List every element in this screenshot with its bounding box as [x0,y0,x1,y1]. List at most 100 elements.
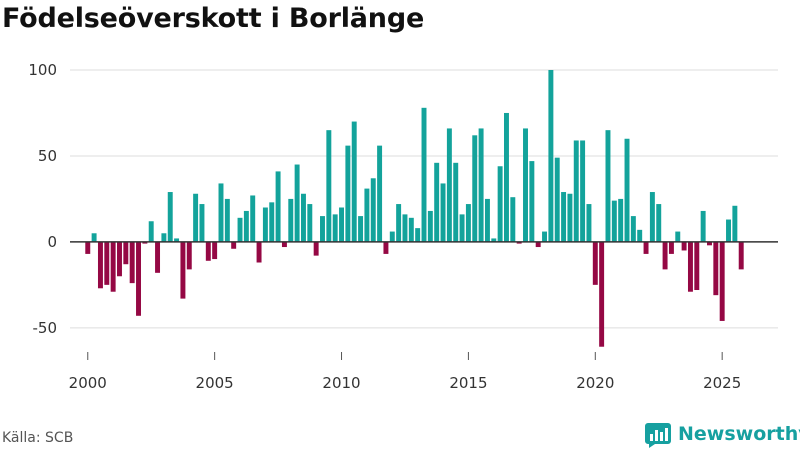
bar [129,241,135,284]
bar [275,171,281,242]
bar [599,241,605,347]
bar [243,210,249,242]
x-tick-label: 2015 [449,374,487,392]
bar [123,241,129,265]
bar [142,241,148,244]
bar [256,241,262,263]
bar [662,241,668,270]
bar [193,193,199,242]
bar [472,135,478,242]
bar [516,241,522,244]
bars [85,70,744,347]
bar [212,241,218,260]
bar [681,241,687,251]
bar [649,192,655,242]
source-note: Källa: SCB [2,430,74,446]
bar [396,204,402,242]
x-tick-label: 2010 [322,374,360,392]
bar [262,207,268,242]
bar [288,198,294,242]
bar [281,241,287,248]
bar [726,219,731,242]
bar [167,192,173,242]
bar [542,231,548,242]
bar [656,204,662,242]
bar [320,216,325,242]
bar [313,241,319,256]
bar [345,145,351,242]
bar [339,207,344,242]
bar [668,241,674,254]
bar [592,241,598,285]
y-tick-label: 100 [28,61,57,79]
bar [478,128,484,242]
bar [637,229,643,242]
x-tick-label: 2005 [196,374,234,392]
bar [561,192,567,242]
bar [148,221,154,242]
brand-logo: Newsworthy [644,420,800,448]
bar [700,210,706,242]
bar [161,233,167,242]
bar [529,161,535,242]
y-tick-label: -50 [33,319,58,337]
bar [738,241,744,270]
bar [294,164,300,242]
x-tick-label: 2020 [576,374,614,392]
chart-title: Födelseöverskott i Borlänge [2,3,425,34]
bar [453,162,459,242]
bar [97,241,103,289]
bar [694,241,700,291]
bar [554,157,560,242]
bar [465,204,471,242]
bar [605,130,611,242]
bar [364,188,370,242]
bar [586,204,592,242]
bar [307,204,313,242]
x-tick-label: 2025 [703,374,741,392]
bar [155,241,161,273]
bar [332,214,338,242]
bar [504,112,509,242]
bar [408,217,414,242]
bar [440,183,446,242]
bar [630,216,636,242]
bar [389,231,395,242]
bar [491,238,497,242]
bar [573,140,579,242]
bar [510,197,516,242]
bar [269,202,275,242]
bar [250,195,256,242]
bar [497,166,503,242]
bar [174,238,180,242]
bar [104,241,110,285]
bar [358,216,364,242]
bar [446,128,452,242]
bar [434,162,440,242]
bar [567,193,573,242]
bar [370,178,376,242]
bar [224,198,230,242]
bar [713,241,719,296]
bar [611,200,617,242]
bar [377,145,383,242]
bar [643,241,649,254]
bar [300,193,306,242]
bar [459,214,465,242]
bar [199,204,205,242]
bar [732,205,738,242]
bar [675,231,681,242]
bar [326,130,332,242]
y-axis-ticks: 100 50 0 -50 [28,61,57,337]
bar [484,198,490,242]
bar [180,241,186,299]
bar [523,128,528,242]
bar [580,140,586,242]
bar [136,241,141,316]
bar [421,107,427,242]
bar [85,241,91,254]
bar [218,183,224,242]
bar [91,233,97,242]
bar [719,241,725,321]
